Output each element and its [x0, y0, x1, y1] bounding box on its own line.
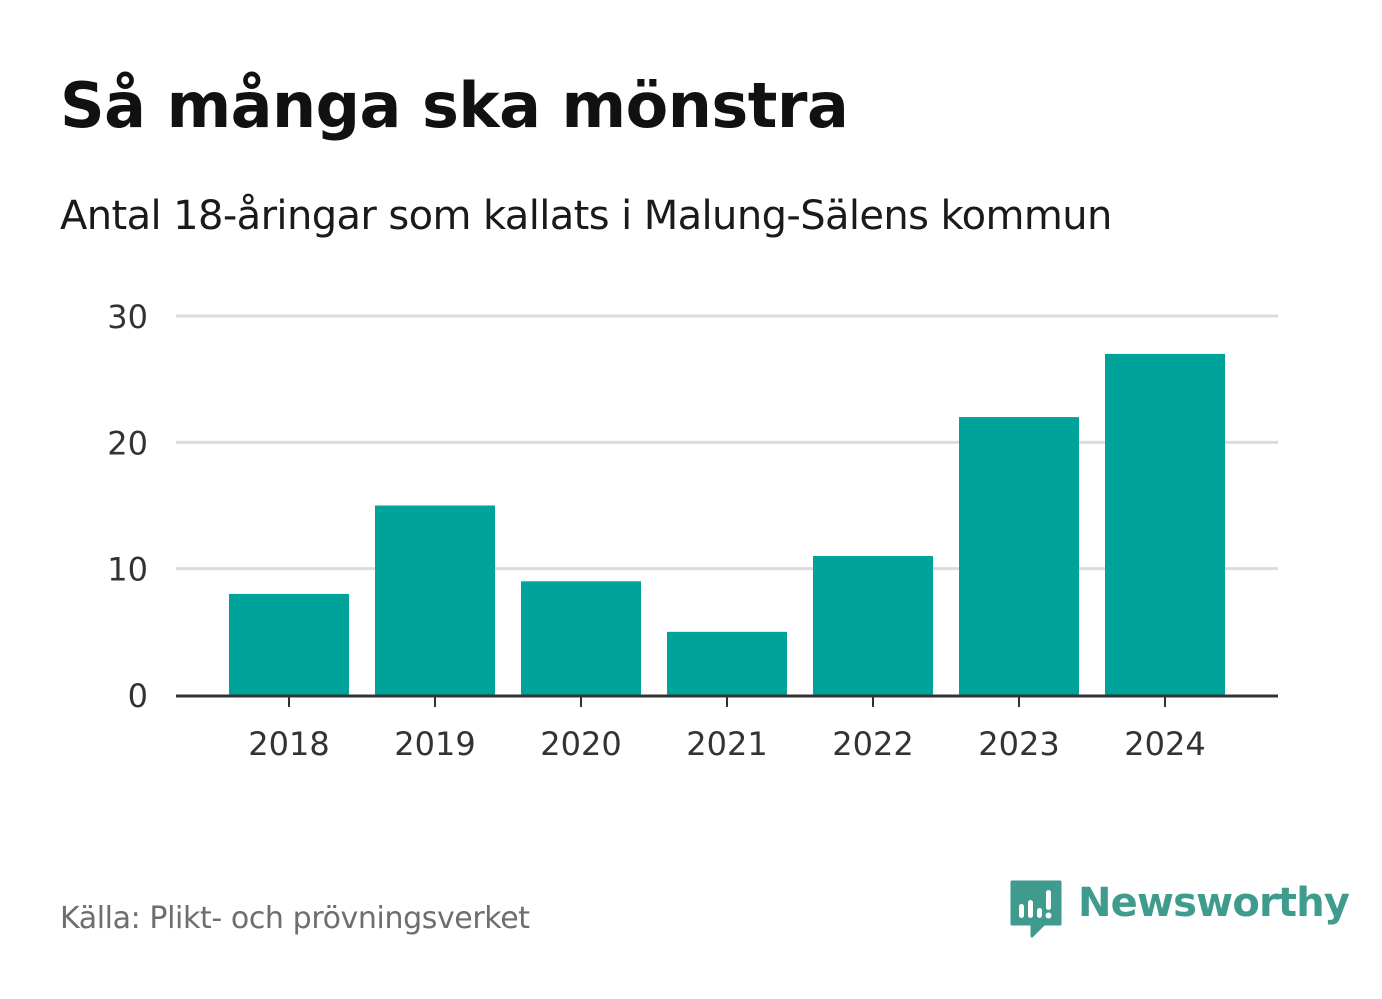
bar-2019 [375, 505, 495, 695]
bar-2020 [521, 581, 641, 695]
chart-title: Så många ska mönstra [60, 69, 849, 142]
source-note: Källa: Plikt- och prövningsverket [60, 901, 530, 936]
x-tick-label: 2018 [248, 725, 329, 763]
y-tick-label: 30 [107, 298, 148, 336]
x-tick-label: 2024 [1124, 725, 1205, 763]
y-tick-label: 10 [107, 551, 148, 589]
y-tick-label: 20 [107, 424, 148, 462]
bar-2018 [229, 593, 349, 695]
x-tick-label: 2022 [832, 725, 913, 763]
newsworthy-logo-icon [1010, 880, 1062, 938]
bars [229, 353, 1225, 695]
bar-2024 [1105, 353, 1225, 695]
bar-2021 [667, 631, 787, 695]
bar-2022 [813, 556, 933, 695]
x-tick-label: 2020 [540, 725, 621, 763]
bar-chart: 0 10 20 30 2018 2019 2020 2021 2022 2023 2024 [107, 298, 1278, 763]
x-tick-label: 2021 [686, 725, 767, 763]
gridlines [176, 314, 1278, 571]
y-axis-tick-labels: 0 10 20 30 [107, 298, 148, 715]
y-tick-label: 0 [128, 677, 148, 715]
x-tick-label: 2023 [978, 725, 1059, 763]
chart-subtitle: Antal 18-åringar som kallats i Malung-Sä… [60, 193, 1112, 239]
newsworthy-logo[interactable]: Newsworthy [1010, 878, 1350, 942]
x-tick-label: 2019 [394, 725, 475, 763]
newsworthy-logo-text: Newsworthy [1078, 880, 1350, 926]
bar-2023 [959, 417, 1079, 695]
x-axis-ticks: 2018 2019 2020 2021 2022 2023 2024 [248, 696, 1206, 763]
